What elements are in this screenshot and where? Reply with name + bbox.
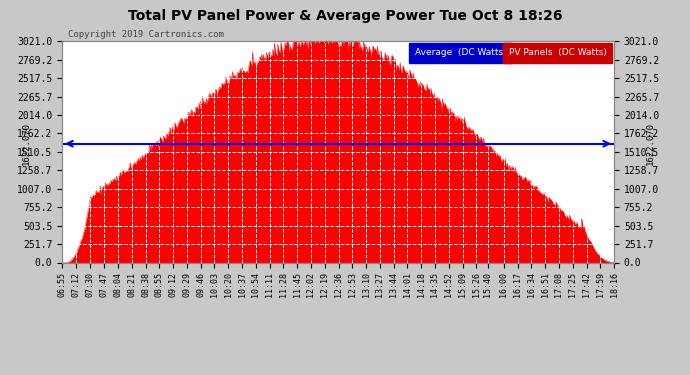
Legend: Average  (DC Watts), PV Panels  (DC Watts): Average (DC Watts), PV Panels (DC Watts) [412, 46, 609, 60]
Text: Copyright 2019 Cartronics.com: Copyright 2019 Cartronics.com [68, 30, 224, 39]
Text: Total PV Panel Power & Average Power Tue Oct 8 18:26: Total PV Panel Power & Average Power Tue… [128, 9, 562, 23]
Text: 1622.070: 1622.070 [645, 122, 655, 165]
Text: 1622.070: 1622.070 [21, 122, 31, 165]
